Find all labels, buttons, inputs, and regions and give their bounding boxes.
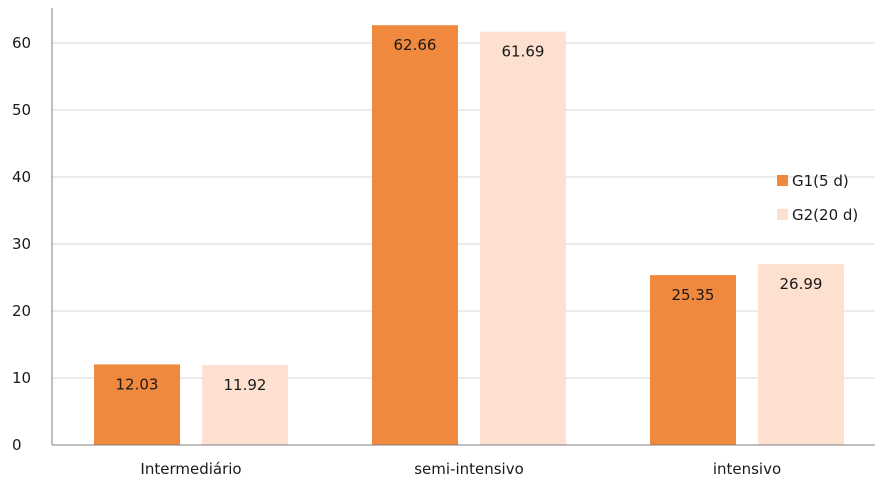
y-tick-label: 20 — [12, 302, 31, 320]
legend-label: G2(20 d) — [792, 206, 858, 224]
y-axis: 0 10 20 30 40 50 60 — [12, 8, 53, 454]
x-tick-label: intensivo — [713, 460, 781, 478]
legend: G1(5 d) G2(20 d) — [777, 172, 858, 224]
legend-swatch — [777, 175, 788, 186]
y-tick-label: 40 — [12, 168, 31, 186]
data-label: 11.92 — [224, 376, 267, 394]
bars: 12.03 11.92 62.66 61.69 25.35 26.99 — [94, 25, 844, 445]
y-tick-label: 60 — [12, 34, 31, 52]
legend-label: G1(5 d) — [792, 172, 849, 190]
x-axis: Intermediário semi-intensivo intensivo — [52, 444, 875, 478]
y-tick-label: 50 — [12, 101, 31, 119]
y-tick-label: 0 — [12, 436, 22, 454]
x-tick-label: Intermediário — [140, 460, 241, 478]
y-tick-label: 30 — [12, 235, 31, 253]
bar — [202, 365, 288, 445]
bar — [94, 364, 180, 445]
bar — [650, 275, 736, 445]
data-label: 25.35 — [672, 286, 715, 304]
data-label: 12.03 — [116, 375, 159, 393]
data-label: 62.66 — [394, 36, 437, 54]
x-tick-label: semi-intensivo — [414, 460, 524, 478]
bar — [372, 25, 458, 445]
bar — [758, 264, 844, 445]
data-label: 26.99 — [780, 275, 823, 293]
bar — [480, 31, 566, 445]
y-tick-label: 10 — [12, 369, 31, 387]
legend-swatch — [777, 209, 788, 220]
data-label: 61.69 — [502, 43, 545, 61]
gridlines — [52, 42, 875, 379]
